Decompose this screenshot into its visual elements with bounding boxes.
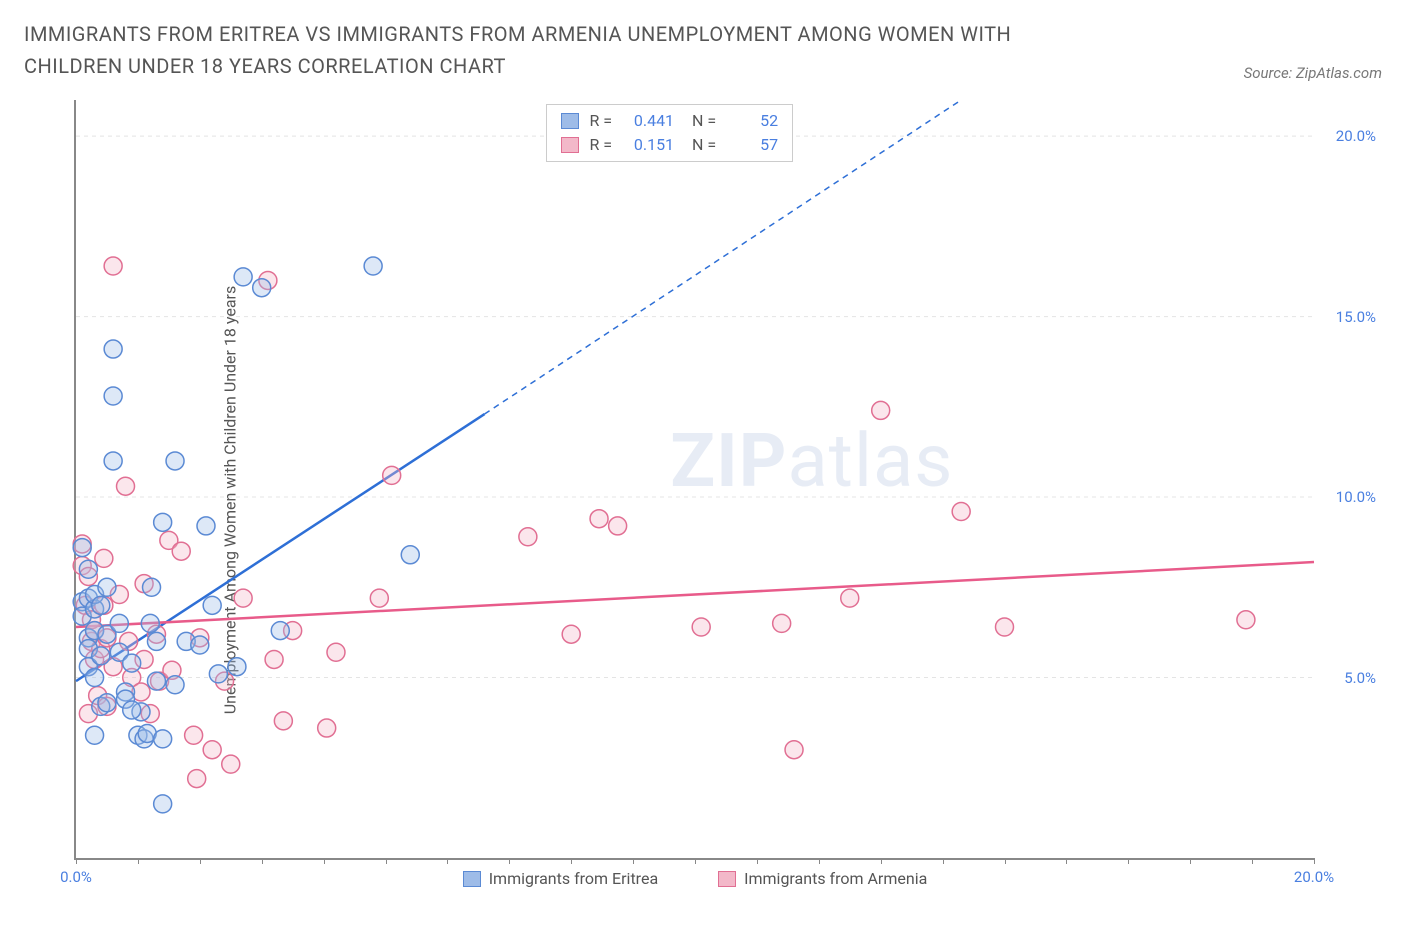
stats-row-armenia: R = 0.151 N = 57 (561, 133, 778, 157)
chart-container: Unemployment Among Women with Children U… (24, 90, 1384, 910)
point-armenia (590, 510, 608, 528)
stat-r-armenia: 0.151 (622, 133, 674, 157)
point-eritrea (141, 614, 159, 632)
point-eritrea (143, 578, 161, 596)
point-eritrea (86, 669, 104, 687)
stat-label-n: N = (684, 109, 716, 133)
point-armenia (117, 477, 135, 495)
point-eritrea (147, 632, 165, 650)
point-armenia (519, 528, 537, 546)
point-armenia (1237, 611, 1255, 629)
y-tick-label: 5.0% (1344, 669, 1376, 687)
legend-label-eritrea: Immigrants from Eritrea (489, 869, 658, 888)
point-eritrea (147, 672, 165, 690)
stats-legend-box: R = 0.441 N = 52 R = 0.151 N = 57 (546, 104, 793, 162)
stat-n-armenia: 57 (726, 133, 778, 157)
source-attribution: Source: ZipAtlas.com (1244, 64, 1382, 82)
swatch-eritrea (463, 871, 481, 887)
point-armenia (383, 466, 401, 484)
point-eritrea (197, 517, 215, 535)
point-armenia (872, 401, 890, 419)
point-eritrea (166, 452, 184, 470)
point-armenia (841, 589, 859, 607)
swatch-armenia (561, 137, 579, 153)
scatter-plot-svg (76, 100, 1314, 858)
point-armenia (327, 643, 345, 661)
point-eritrea (73, 539, 91, 557)
point-armenia (318, 719, 336, 737)
point-armenia (265, 650, 283, 668)
point-eritrea (79, 560, 97, 578)
point-eritrea (86, 726, 104, 744)
point-eritrea (92, 596, 110, 614)
point-eritrea (104, 452, 122, 470)
point-eritrea (123, 701, 141, 719)
stat-n-eritrea: 52 (726, 109, 778, 133)
legend-item-eritrea: Immigrants from Eritrea (463, 869, 658, 888)
swatch-eritrea (561, 113, 579, 129)
y-tick-label: 10.0% (1336, 488, 1376, 506)
point-eritrea (166, 676, 184, 694)
point-armenia (692, 618, 710, 636)
point-eritrea (104, 340, 122, 358)
point-eritrea (154, 513, 172, 531)
bottom-legend: Immigrants from Eritrea Immigrants from … (76, 869, 1314, 888)
point-armenia (274, 712, 292, 730)
stat-label-n: N = (684, 133, 716, 157)
legend-item-armenia: Immigrants from Armenia (718, 869, 927, 888)
point-armenia (222, 755, 240, 773)
point-armenia (996, 618, 1014, 636)
stats-row-eritrea: R = 0.441 N = 52 (561, 109, 778, 133)
point-eritrea (154, 730, 172, 748)
point-eritrea (401, 546, 419, 564)
point-eritrea (191, 636, 209, 654)
point-eritrea (209, 665, 227, 683)
point-eritrea (253, 279, 271, 297)
point-armenia (609, 517, 627, 535)
point-armenia (203, 741, 221, 759)
chart-title: IMMIGRANTS FROM ERITREA VS IMMIGRANTS FR… (24, 18, 1084, 82)
point-armenia (785, 741, 803, 759)
point-armenia (234, 589, 252, 607)
point-armenia (95, 549, 113, 567)
point-armenia (773, 614, 791, 632)
stat-label-r: R = (589, 133, 612, 157)
point-armenia (185, 726, 203, 744)
stat-label-r: R = (589, 109, 612, 133)
point-eritrea (110, 614, 128, 632)
point-armenia (172, 542, 190, 560)
point-eritrea (234, 268, 252, 286)
point-eritrea (203, 596, 221, 614)
point-eritrea (364, 257, 382, 275)
point-armenia (952, 502, 970, 520)
point-armenia (370, 589, 388, 607)
point-eritrea (271, 622, 289, 640)
point-eritrea (154, 795, 172, 813)
x-tick-label: 20.0% (1294, 868, 1334, 886)
point-armenia (562, 625, 580, 643)
point-eritrea (228, 658, 246, 676)
point-armenia (104, 257, 122, 275)
point-eritrea (92, 647, 110, 665)
y-tick-label: 15.0% (1336, 308, 1376, 326)
y-tick-label: 20.0% (1336, 127, 1376, 145)
point-eritrea (123, 654, 141, 672)
swatch-armenia (718, 871, 736, 887)
point-armenia (188, 770, 206, 788)
x-tick-label: 0.0% (60, 868, 92, 886)
point-eritrea (98, 694, 116, 712)
stat-r-eritrea: 0.441 (622, 109, 674, 133)
legend-label-armenia: Immigrants from Armenia (744, 869, 927, 888)
point-eritrea (104, 387, 122, 405)
point-eritrea (98, 578, 116, 596)
plot-area: ZIPatlas R = 0.441 N = 52 R = 0.151 N = … (74, 100, 1314, 860)
